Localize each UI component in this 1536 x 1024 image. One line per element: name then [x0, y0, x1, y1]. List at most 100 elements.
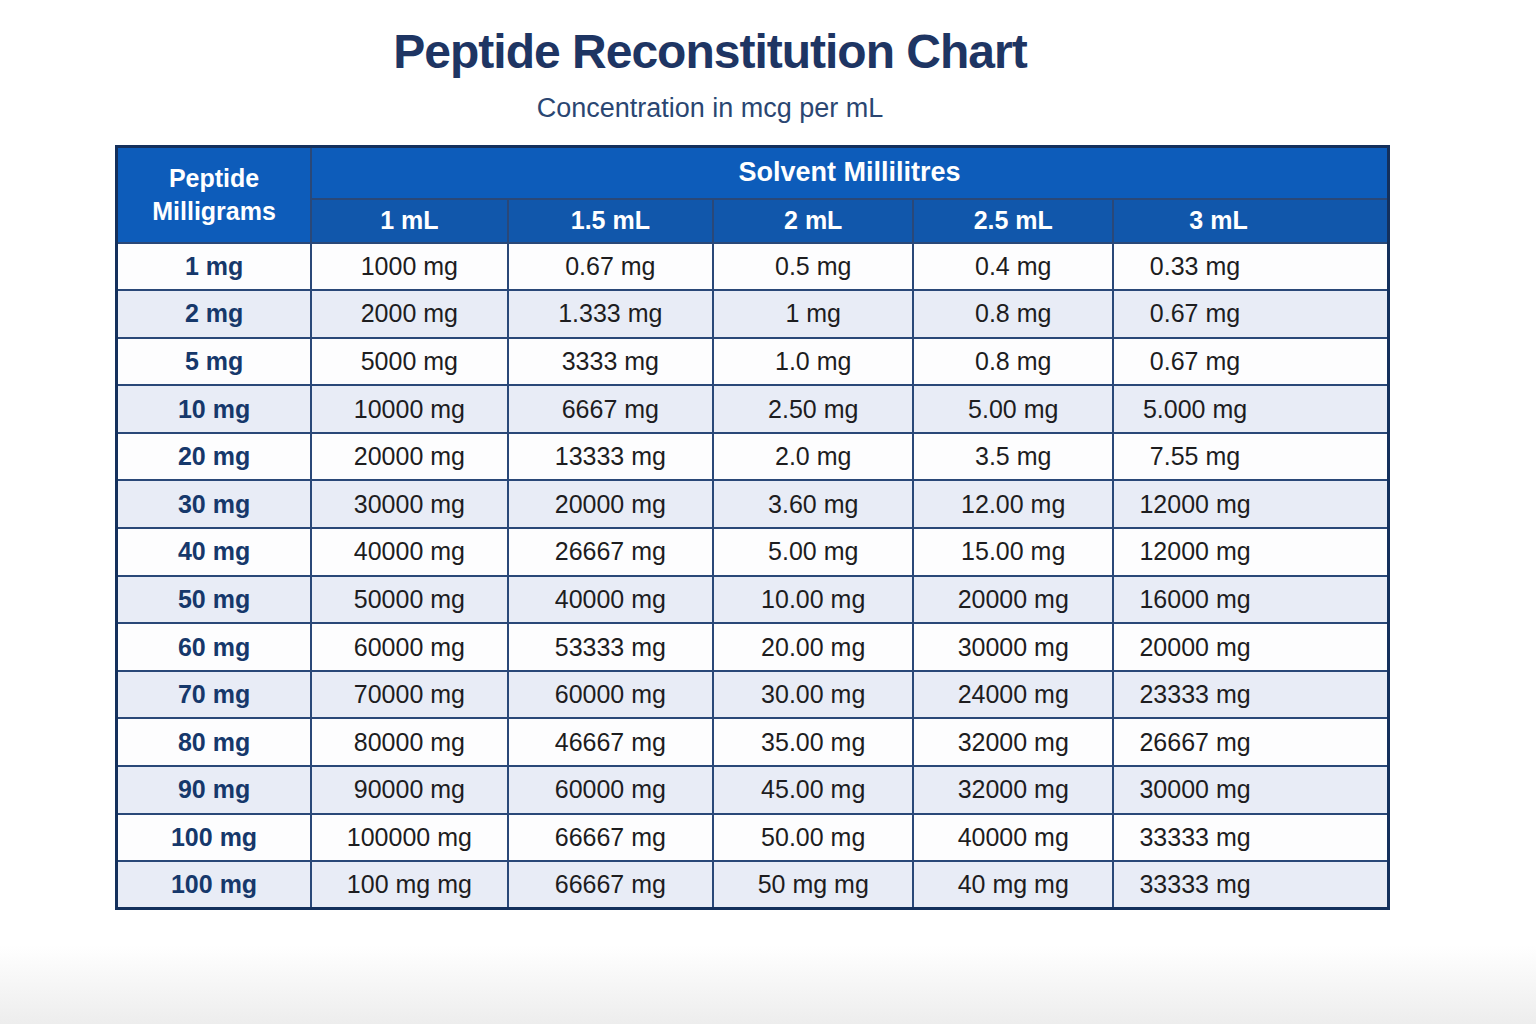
row-label: 1 mg [117, 243, 312, 291]
value-cell: 40000 mg [508, 576, 713, 624]
page: Peptide Reconstitution Chart Concentrati… [0, 0, 1536, 1024]
value-cell: 1.0 mg [713, 338, 913, 386]
table-row: 10 mg10000 mg6667 mg2.50 mg5.00 mg5.000 … [117, 385, 1389, 433]
column-header: 1.5 mL [508, 199, 713, 243]
value-cell: 0.5 mg [713, 243, 913, 291]
value-cell: 2.50 mg [713, 385, 913, 433]
value-cell: 10.00 mg [713, 576, 913, 624]
table-row: 100 mg100 mg mg66667 mg50 mg mg40 mg mg3… [117, 861, 1389, 909]
value-cell: 26667 mg [1113, 718, 1388, 766]
value-cell: 40000 mg [913, 814, 1113, 862]
value-cell: 60000 mg [508, 766, 713, 814]
value-cell: 100000 mg [311, 814, 508, 862]
table-row: 1 mg1000 mg0.67 mg0.5 mg0.4 mg0.33 mg [117, 243, 1389, 291]
value-cell: 30000 mg [311, 480, 508, 528]
value-cell: 66667 mg [508, 861, 713, 909]
value-cell: 0.8 mg [913, 338, 1113, 386]
value-cell: 50.00 mg [713, 814, 913, 862]
value-cell: 45.00 mg [713, 766, 913, 814]
value-cell: 90000 mg [311, 766, 508, 814]
value-cell: 53333 mg [508, 623, 713, 671]
header-row-top: Peptide Milligrams Solvent Millilitres [117, 147, 1389, 199]
table-row: 50 mg50000 mg40000 mg10.00 mg20000 mg160… [117, 576, 1389, 624]
value-cell: 15.00 mg [913, 528, 1113, 576]
value-cell: 33333 mg [1113, 814, 1388, 862]
value-cell: 20000 mg [913, 576, 1113, 624]
value-cell: 5.00 mg [713, 528, 913, 576]
value-cell: 26667 mg [508, 528, 713, 576]
table-row: 90 mg90000 mg60000 mg45.00 mg32000 mg300… [117, 766, 1389, 814]
table-row: 30 mg30000 mg20000 mg3.60 mg12.00 mg1200… [117, 480, 1389, 528]
value-cell: 2.0 mg [713, 433, 913, 481]
table-row: 20 mg20000 mg13333 mg2.0 mg3.5 mg7.55 mg [117, 433, 1389, 481]
value-cell: 12.00 mg [913, 480, 1113, 528]
value-cell: 10000 mg [311, 385, 508, 433]
value-cell: 2000 mg [311, 290, 508, 338]
value-cell: 3.5 mg [913, 433, 1113, 481]
row-label: 50 mg [117, 576, 312, 624]
row-label: 100 mg [117, 861, 312, 909]
value-cell: 60000 mg [311, 623, 508, 671]
value-cell: 50 mg mg [713, 861, 913, 909]
row-label: 5 mg [117, 338, 312, 386]
value-cell: 5000 mg [311, 338, 508, 386]
value-cell: 16000 mg [1113, 576, 1388, 624]
value-cell: 20000 mg [311, 433, 508, 481]
value-cell: 12000 mg [1113, 480, 1388, 528]
value-cell: 0.8 mg [913, 290, 1113, 338]
value-cell: 32000 mg [913, 718, 1113, 766]
value-cell: 20.00 mg [713, 623, 913, 671]
value-cell: 0.33 mg [1113, 243, 1388, 291]
value-cell: 66667 mg [508, 814, 713, 862]
value-cell: 40 mg mg [913, 861, 1113, 909]
value-cell: 20000 mg [1113, 623, 1388, 671]
column-header: 3 mL [1113, 199, 1388, 243]
row-label: 80 mg [117, 718, 312, 766]
value-cell: 80000 mg [311, 718, 508, 766]
value-cell: 0.67 mg [508, 243, 713, 291]
value-cell: 0.67 mg [1113, 290, 1388, 338]
row-label: 20 mg [117, 433, 312, 481]
value-cell: 7.55 mg [1113, 433, 1388, 481]
value-cell: 1 mg [713, 290, 913, 338]
row-label: 90 mg [117, 766, 312, 814]
value-cell: 30.00 mg [713, 671, 913, 719]
value-cell: 40000 mg [311, 528, 508, 576]
row-label: 60 mg [117, 623, 312, 671]
value-cell: 23333 mg [1113, 671, 1388, 719]
value-cell: 3.60 mg [713, 480, 913, 528]
value-cell: 0.67 mg [1113, 338, 1388, 386]
value-cell: 12000 mg [1113, 528, 1388, 576]
value-cell: 3333 mg [508, 338, 713, 386]
table-row: 40 mg40000 mg26667 mg5.00 mg15.00 mg1200… [117, 528, 1389, 576]
table-row: 80 mg80000 mg46667 mg35.00 mg32000 mg266… [117, 718, 1389, 766]
row-label: 30 mg [117, 480, 312, 528]
group-header-cell: Solvent Millilitres [311, 147, 1388, 199]
value-cell: 100 mg mg [311, 861, 508, 909]
table-header: Peptide Milligrams Solvent Millilitres 1… [117, 147, 1389, 243]
value-cell: 5.00 mg [913, 385, 1113, 433]
table-row: 5 mg5000 mg3333 mg1.0 mg0.8 mg0.67 mg [117, 338, 1389, 386]
table-row: 100 mg100000 mg66667 mg50.00 mg40000 mg3… [117, 814, 1389, 862]
value-cell: 30000 mg [1113, 766, 1388, 814]
page-title: Peptide Reconstitution Chart [0, 0, 1420, 79]
value-cell: 30000 mg [913, 623, 1113, 671]
value-cell: 0.4 mg [913, 243, 1113, 291]
column-header: 2.5 mL [913, 199, 1113, 243]
row-label: 40 mg [117, 528, 312, 576]
table-row: 60 mg60000 mg53333 mg20.00 mg30000 mg200… [117, 623, 1389, 671]
row-header-cell: Peptide Milligrams [117, 147, 312, 243]
value-cell: 6667 mg [508, 385, 713, 433]
table-body: 1 mg1000 mg0.67 mg0.5 mg0.4 mg0.33 mg2 m… [117, 243, 1389, 909]
row-label: 10 mg [117, 385, 312, 433]
value-cell: 1.333 mg [508, 290, 713, 338]
row-label: 70 mg [117, 671, 312, 719]
value-cell: 32000 mg [913, 766, 1113, 814]
value-cell: 1000 mg [311, 243, 508, 291]
value-cell: 46667 mg [508, 718, 713, 766]
value-cell: 24000 mg [913, 671, 1113, 719]
value-cell: 70000 mg [311, 671, 508, 719]
row-label: 2 mg [117, 290, 312, 338]
row-label: 100 mg [117, 814, 312, 862]
value-cell: 50000 mg [311, 576, 508, 624]
